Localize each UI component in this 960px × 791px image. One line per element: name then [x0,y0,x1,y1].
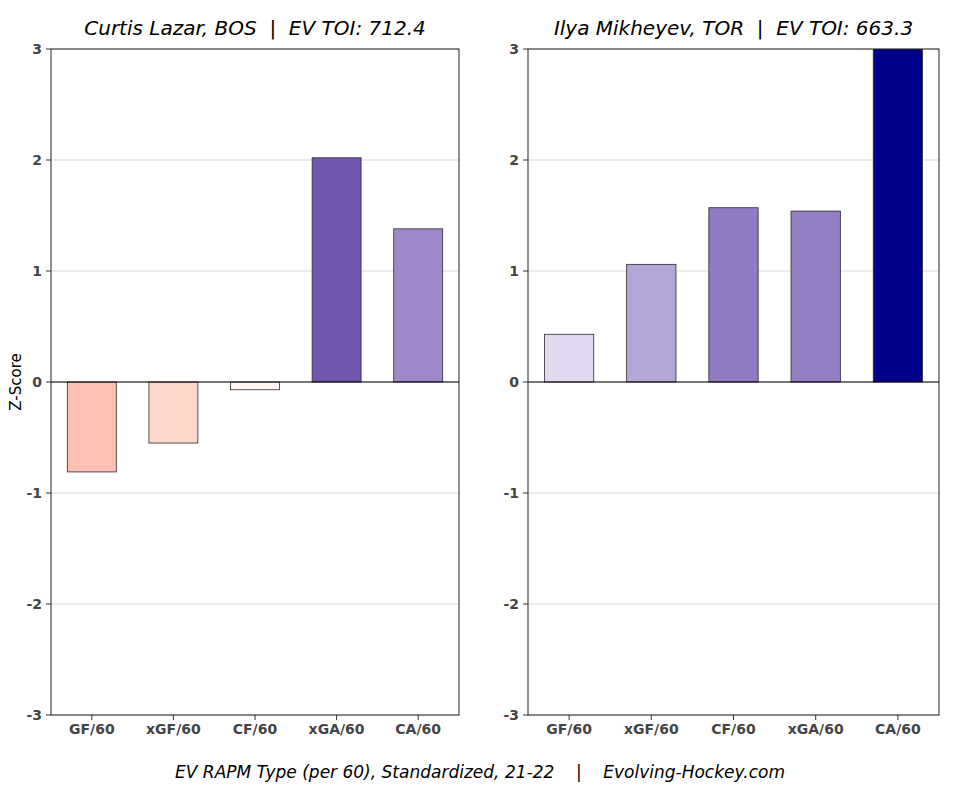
tick-mark [523,382,528,383]
zero-line [528,381,939,382]
category-label: GF/60 [69,721,115,737]
chart: -3 -2 -1 0 1 2 3 GF/60 xGF/60 CF/60 xGA/60 CA/60 Cur… [7,16,459,737]
tick-label: 1 [509,263,519,279]
grid-line [51,493,459,494]
bars [67,158,442,472]
grid-line [51,382,459,383]
category-label: xGF/60 [146,721,201,737]
tick-label: -1 [26,485,42,501]
tick-mark [46,160,51,161]
category-label: CF/60 [711,721,756,737]
tick-mark [46,715,51,716]
grid-line [528,604,939,605]
grid-line [528,382,939,383]
tick-label: 0 [32,374,42,390]
plot-frame [528,49,939,715]
tick-mark [46,49,51,50]
bar [312,158,361,382]
category-label: CA/60 [395,721,441,737]
tick-mark [897,715,898,720]
category-label: xGA/60 [309,721,365,737]
bar [67,382,116,472]
tick-label: -3 [503,707,519,723]
bar [791,211,840,382]
bar [149,382,198,443]
tick-mark [523,271,528,272]
grid-line [51,604,459,605]
tick-label: 3 [509,41,519,57]
bar [709,208,758,382]
category-label: CA/60 [875,721,921,737]
tick-mark [46,382,51,383]
tick-label: 3 [32,41,42,57]
bar [544,334,593,382]
tick-mark [46,493,51,494]
tick-label: 2 [32,152,42,168]
tick-mark [569,715,570,720]
tick-mark [815,715,816,720]
bar [231,382,280,390]
bar [627,264,676,382]
tick-mark [418,715,419,720]
bars [544,49,922,382]
tick-mark [523,493,528,494]
tick-mark [91,715,92,720]
tick-mark [523,160,528,161]
chart: -3 -2 -1 0 1 2 3 GF/60 xGF/60 CF/60 xGA/60 CA/60 Ily… [503,16,939,737]
tick-label: -3 [26,707,42,723]
tick-mark [336,715,337,720]
figure-caption: EV RAPM Type (per 60), Standardized, 21-… [175,762,785,782]
tick-mark [523,715,528,716]
tick-mark [523,49,528,50]
chart-title: Curtis Lazar, BOS | EV TOI: 712.4 [84,16,426,40]
tick-mark [733,715,734,720]
tick-mark [46,604,51,605]
chart-title: Ilya Mikheyev, TOR | EV TOI: 663.3 [554,16,913,40]
y-axis-label: Z-Score [7,353,25,410]
tick-label: 0 [509,374,519,390]
category-label: CF/60 [233,721,278,737]
bar [394,229,443,382]
tick-label: -1 [503,485,519,501]
tick-mark [651,715,652,720]
tick-label: -2 [503,596,519,612]
grid-line [51,160,459,161]
tick-mark [46,271,51,272]
tick-mark [255,715,256,720]
category-label: xGF/60 [624,721,679,737]
tick-mark [173,715,174,720]
category-label: xGA/60 [788,721,844,737]
bar [873,49,922,382]
category-label: GF/60 [546,721,592,737]
grid-line [528,493,939,494]
plot-frame [51,49,459,715]
zero-line [51,381,459,382]
tick-mark [523,604,528,605]
tick-label: -2 [26,596,42,612]
tick-label: 1 [32,263,42,279]
tick-label: 2 [509,152,519,168]
figure: -3 -2 -1 0 1 2 3 GF/60 xGF/60 CF/60 xGA/60 CA/60 Cur… [0,0,960,791]
